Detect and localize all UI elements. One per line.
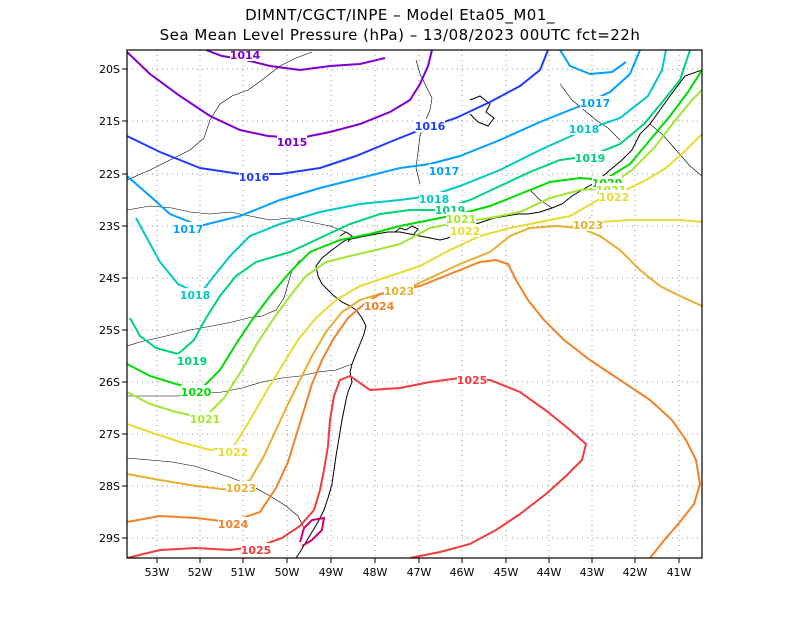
isobar-1014 (205, 50, 386, 72)
lon-label: 53W (145, 566, 170, 579)
isobar-1020 (127, 69, 702, 392)
contour-label-bg (457, 373, 487, 386)
contour-label-1025: 1025 (241, 544, 272, 557)
lat-label: 21S (99, 115, 120, 128)
map-title-line2: Sea Mean Level Pressure (hPa) – 13/08/20… (159, 26, 641, 44)
isobar-1018 (135, 50, 667, 296)
contour-label-1023: 1023 (384, 285, 415, 298)
contour-label-1015: 1015 (277, 136, 308, 149)
contour-label-1014: 1014 (230, 49, 261, 62)
lat-label: 22S (99, 168, 120, 181)
plot-frame (126, 49, 703, 559)
contour-label-bg (384, 284, 414, 297)
lon-label: 46W (450, 566, 475, 579)
contour-label-bg (226, 481, 256, 494)
isobar-1022b (599, 219, 702, 223)
lat-label: 25S (99, 324, 120, 337)
lon-label: 51W (231, 566, 256, 579)
contour-label-bg (218, 517, 248, 530)
contour-label-bg (230, 50, 260, 61)
latitude-axis: 20S 21S 22S 23S 24S 25S 26S 27S 28S 29S (99, 63, 127, 545)
lon-label: 52W (188, 566, 213, 579)
contour-label-1017: 1017 (173, 223, 204, 236)
contour-label-bg (446, 212, 476, 225)
contour-label-bg (190, 412, 220, 425)
lat-label: 27S (99, 428, 120, 441)
lat-label: 20S (99, 63, 120, 76)
contour-label-bg (277, 135, 307, 148)
contour-labels: 1014 1015 1016 1016 1017 1017 1017 1018 1018 1018… (173, 49, 630, 557)
contour-label-bg (173, 222, 203, 235)
contour-label-bg (599, 190, 629, 203)
lon-label: 44W (537, 566, 562, 579)
isobar-1026 (299, 516, 326, 547)
contour-label-1016: 1016 (239, 171, 270, 184)
contour-label-1019: 1019 (575, 152, 606, 165)
lon-label: 48W (363, 566, 388, 579)
contour-label-1024: 1024 (364, 300, 395, 313)
contour-label-bg (419, 192, 449, 205)
contour-label-bg (569, 122, 599, 135)
contour-label-bg (241, 543, 271, 556)
contour-label-1022: 1022 (450, 225, 481, 238)
lon-label: 50W (275, 566, 300, 579)
contour-label-1022: 1022 (218, 446, 249, 459)
isobar-1024 (127, 258, 702, 558)
contour-label-1018: 1018 (419, 193, 450, 206)
contour-label-1023: 1023 (573, 219, 604, 232)
isobar-1017b (559, 50, 627, 76)
contour-label-1021: 1021 (446, 213, 477, 226)
contour-label-bg (575, 151, 605, 164)
contour-label-bg (450, 224, 480, 237)
contour-label-bg (580, 96, 610, 109)
contour-label-bg (573, 218, 603, 231)
lon-label: 45W (494, 566, 519, 579)
contour-label-1024: 1024 (218, 518, 249, 531)
coastline (295, 69, 702, 558)
contour-label-1019: 1019 (177, 355, 208, 368)
contour-label-1022: 1022 (599, 191, 630, 204)
isobar-1021 (127, 89, 702, 420)
contour-label-bg (181, 385, 211, 398)
contour-label-1017: 1017 (580, 97, 611, 110)
isobar-1016 (127, 50, 549, 175)
contour-label-1021: 1021 (190, 413, 221, 426)
contour-label-1023: 1023 (226, 482, 257, 495)
contour-label-bg (364, 299, 394, 312)
contour-label-1025: 1025 (457, 374, 488, 387)
contour-label-1018: 1018 (569, 123, 600, 136)
isobar-1025 (127, 374, 588, 558)
lon-label: 49W (319, 566, 344, 579)
longitude-axis: 53W 52W 51W 50W 49W 48W 47W 46W 45W 44W 43W 42W 41W (145, 558, 692, 579)
contour-label-bg (177, 354, 207, 367)
lat-label: 28S (99, 480, 120, 493)
lat-label: 23S (99, 220, 120, 233)
contour-label-1017: 1017 (429, 165, 460, 178)
contour-label-bg (415, 119, 445, 132)
isobar-1019 (129, 50, 691, 356)
contour-label-bg (239, 170, 269, 183)
contour-label-bg (429, 164, 459, 177)
isobar-1015 (127, 50, 433, 140)
contour-label-1018: 1018 (180, 289, 211, 302)
lon-label: 47W (407, 566, 432, 579)
contour-label-bg (180, 288, 210, 301)
lon-label: 42W (623, 566, 648, 579)
lat-label: 26S (99, 376, 120, 389)
map-title-line1: DIMNT/CGCT/INPE – Model Eta05_M01_ (245, 6, 555, 24)
contour-label-1016: 1016 (415, 120, 446, 133)
contour-label-bg (218, 445, 248, 458)
lon-label: 43W (580, 566, 605, 579)
lat-label: 29S (99, 532, 120, 545)
lat-label: 24S (99, 272, 120, 285)
lon-label: 41W (667, 566, 692, 579)
contour-label-1020: 1020 (181, 386, 212, 399)
